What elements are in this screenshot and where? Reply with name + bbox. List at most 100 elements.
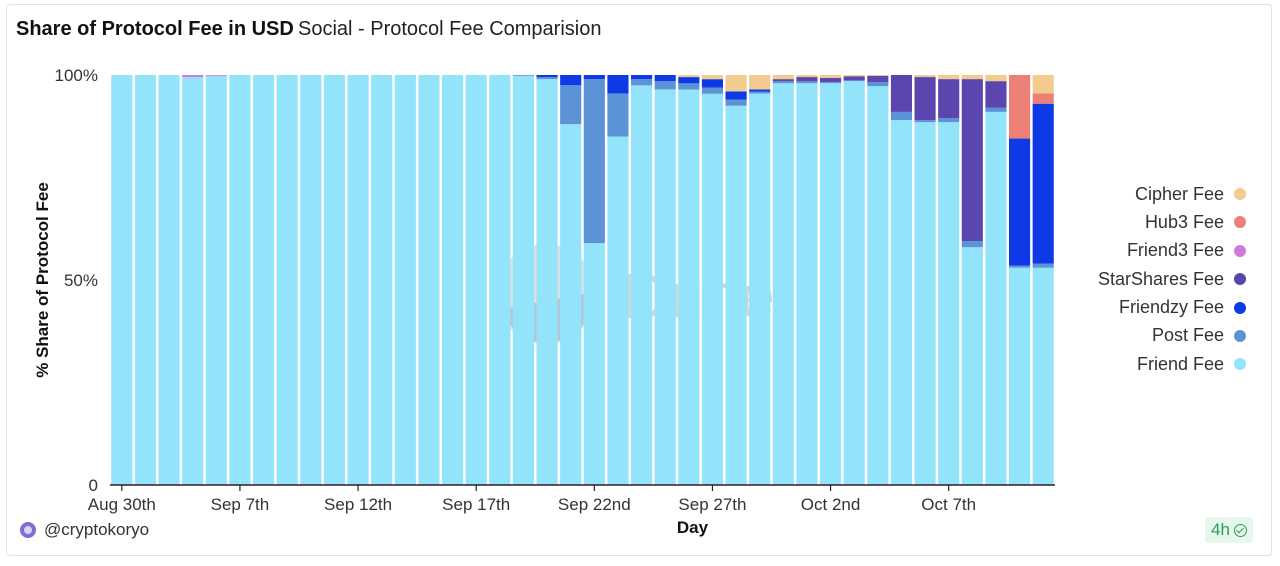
bar-segment-friendzy-fee[interactable] (1009, 138, 1031, 266)
bar-segment-friend3-fee[interactable] (182, 75, 204, 78)
bar-segment-cipher-fee[interactable] (749, 75, 771, 90)
bar-segment-friend-fee[interactable] (654, 89, 676, 486)
bar-segment-cipher-fee[interactable] (985, 75, 1007, 82)
bar-segment-hub3-fee[interactable] (1032, 93, 1054, 104)
bar-segment-post-fee[interactable] (536, 77, 558, 80)
bar-segment-post-fee[interactable] (796, 81, 818, 84)
bar-segment-friend-fee[interactable] (371, 75, 393, 485)
bar-segment-post-fee[interactable] (890, 111, 913, 121)
bar-segment-friend-fee[interactable] (749, 93, 771, 485)
bar-segment-post-fee[interactable] (654, 81, 676, 90)
refresh-badge[interactable]: 4h (1205, 517, 1253, 543)
chart-subtitle[interactable]: Social - Protocol Fee Comparision (298, 18, 602, 40)
bar-segment-friend-fee[interactable] (1009, 267, 1031, 485)
bar-segment-friendzy-fee[interactable] (654, 75, 676, 82)
bar-segment-friend-fee[interactable] (512, 75, 535, 485)
bar-segment-post-fee[interactable] (961, 241, 983, 248)
author-credit[interactable]: @cryptokoryo (20, 520, 149, 540)
bar-segment-cipher-fee[interactable] (796, 75, 818, 78)
bar-segment-cipher-fee[interactable] (820, 75, 842, 78)
bar-segment-friend-fee[interactable] (442, 75, 464, 485)
bar-segment-post-fee[interactable] (512, 75, 535, 76)
bar-segment-friend-fee[interactable] (820, 83, 842, 485)
bar-segment-friend-fee[interactable] (134, 75, 157, 485)
bar-segment-friend-fee[interactable] (796, 83, 818, 485)
bar-segment-post-fee[interactable] (583, 79, 605, 244)
legend-item-friend-fee[interactable]: Friend Fee (1098, 354, 1246, 374)
bar-segment-cipher-fee[interactable] (938, 75, 960, 80)
bar-segment-post-fee[interactable] (772, 81, 794, 84)
bar-segment-friend-fee[interactable] (300, 75, 322, 485)
bar-segment-friend-fee[interactable] (772, 83, 794, 486)
bar-segment-friend-fee[interactable] (276, 75, 298, 485)
bar-segment-friend-fee[interactable] (867, 86, 889, 485)
bar-segment-post-fee[interactable] (1009, 265, 1031, 268)
bar-segment-post-fee[interactable] (678, 83, 700, 90)
bar-segment-starshares-fee[interactable] (914, 77, 936, 121)
bar-segment-friend-fee[interactable] (418, 75, 440, 485)
bar-segment-friend-fee[interactable] (914, 122, 936, 486)
bar-segment-friendzy-fee[interactable] (749, 89, 771, 92)
bar-segment-post-fee[interactable] (867, 81, 889, 87)
bar-segment-friend-fee[interactable] (678, 89, 700, 485)
bar-segment-post-fee[interactable] (749, 91, 771, 94)
bar-segment-friend-fee[interactable] (1032, 267, 1054, 485)
bar-segment-starshares-fee[interactable] (938, 79, 960, 119)
bar-segment-friend-fee[interactable] (253, 75, 275, 485)
bar-segment-hub3-fee[interactable] (1009, 75, 1031, 139)
bar-segment-post-fee[interactable] (938, 118, 960, 123)
bar-segment-friend-fee[interactable] (890, 120, 913, 485)
bar-segment-cipher-fee[interactable] (678, 75, 700, 78)
bar-segment-friendzy-fee[interactable] (631, 75, 653, 80)
legend-item-starshares-fee[interactable]: StarShares Fee (1098, 269, 1246, 289)
bar-segment-starshares-fee[interactable] (985, 81, 1007, 108)
bar-segment-post-fee[interactable] (843, 80, 865, 82)
bar-segment-friend-fee[interactable] (607, 136, 629, 486)
bar-segment-friend3-fee[interactable] (205, 75, 227, 76)
bar-segment-friendzy-fee[interactable] (678, 77, 700, 84)
legend-item-post-fee[interactable]: Post Fee (1098, 325, 1246, 346)
bar-segment-post-fee[interactable] (1032, 263, 1054, 268)
bar-segment-post-fee[interactable] (560, 85, 582, 125)
bar-segment-post-fee[interactable] (820, 81, 842, 84)
bar-segment-friend-fee[interactable] (347, 75, 369, 485)
bar-segment-friend-fee[interactable] (465, 75, 487, 485)
bar-segment-friend-fee[interactable] (394, 75, 416, 485)
bar-segment-friend-fee[interactable] (111, 75, 133, 485)
bar-segment-friend-fee[interactable] (560, 124, 582, 485)
bar-segment-friend-fee[interactable] (631, 85, 653, 485)
bar-segment-cipher-fee[interactable] (772, 75, 794, 80)
bar-segment-friend-fee[interactable] (182, 77, 204, 486)
bar-segment-starshares-fee[interactable] (820, 77, 842, 82)
bar-segment-friend-fee[interactable] (938, 122, 960, 486)
bar-segment-starshares-fee[interactable] (867, 75, 889, 82)
legend-item-hub3-fee[interactable]: Hub3 Fee (1098, 212, 1246, 232)
bar-segment-friend-fee[interactable] (158, 75, 180, 485)
bar-segment-friend-fee[interactable] (323, 75, 346, 485)
bar-segment-friend-fee[interactable] (701, 93, 724, 485)
bar-segment-friend-fee[interactable] (536, 79, 558, 485)
bar-segment-post-fee[interactable] (914, 120, 936, 123)
bar-segment-friend-fee[interactable] (205, 75, 227, 485)
bar-segment-post-fee[interactable] (631, 79, 653, 86)
bar-segment-post-fee[interactable] (607, 93, 629, 137)
bar-segment-cipher-fee[interactable] (1032, 75, 1054, 94)
legend-item-friend3-fee[interactable]: Friend3 Fee (1098, 240, 1246, 261)
bar-segment-starshares-fee[interactable] (961, 79, 983, 242)
bar-segment-friend-fee[interactable] (489, 75, 511, 485)
bar-segment-starshares-fee[interactable] (843, 76, 865, 81)
bar-segment-cipher-fee[interactable] (867, 75, 889, 76)
bar-segment-friendzy-fee[interactable] (583, 75, 605, 80)
bar-segment-friend-fee[interactable] (843, 81, 865, 486)
bar-segment-post-fee[interactable] (985, 107, 1007, 112)
bar-segment-post-fee[interactable] (701, 87, 724, 94)
bar-segment-friendzy-fee[interactable] (701, 79, 724, 88)
bar-segment-friendzy-fee[interactable] (536, 75, 558, 78)
bar-segment-starshares-fee[interactable] (796, 77, 818, 82)
bar-segment-cipher-fee[interactable] (843, 75, 865, 77)
bar-segment-friend-fee[interactable] (229, 75, 251, 485)
legend-item-friendzy-fee[interactable]: Friendzy Fee (1098, 297, 1246, 318)
bar-segment-cipher-fee[interactable] (914, 75, 936, 78)
bar-segment-friendzy-fee[interactable] (607, 75, 629, 94)
bar-segment-cipher-fee[interactable] (701, 75, 724, 80)
